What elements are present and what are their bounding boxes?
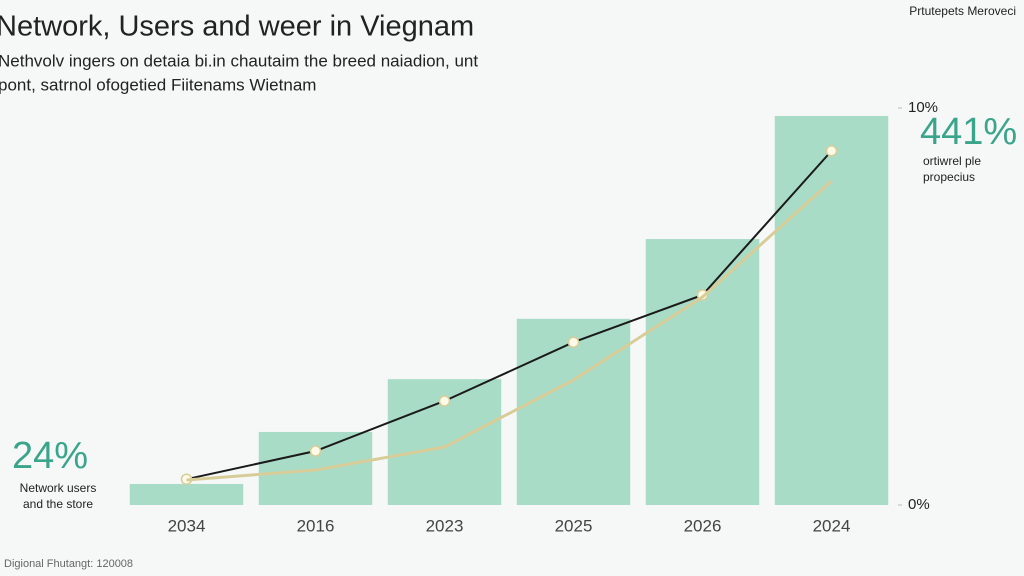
line [186, 179, 833, 482]
annotation-note: ortiwrel ple [923, 154, 981, 168]
annotation-note: and the store [23, 497, 93, 511]
x-tick-label: 2026 [684, 516, 722, 535]
subtitle: pont, satrnol ofogetied Fiitenams Wietna… [0, 75, 316, 94]
point [309, 445, 322, 457]
y-tick-label: 0% [908, 496, 930, 513]
point [825, 145, 838, 157]
annotation-note: propecius [923, 170, 975, 184]
chart-title: Network, Users and weer in Viegnam [0, 11, 474, 43]
annotation-note: Network users [20, 481, 97, 495]
bar [258, 431, 373, 505]
bar [774, 115, 889, 505]
annotation: 24% [12, 435, 88, 477]
point [567, 336, 580, 348]
x-tick-label: 2025 [555, 516, 593, 535]
x-tick-label: 2016 [297, 516, 335, 535]
y-tick-label: 10% [908, 99, 938, 116]
top-note: Prtutepets Meroveci [909, 4, 1016, 18]
line [186, 150, 833, 481]
bar [645, 239, 760, 505]
point [438, 395, 451, 407]
bar [516, 318, 631, 505]
subtitle: Nethvolv ingers on detaia bi.in chautaim… [0, 51, 478, 70]
annotation: 441% [920, 111, 1017, 153]
footer: Digional Fhutangt: 120008 [4, 558, 133, 570]
bar [129, 483, 244, 505]
x-tick-label: 2034 [168, 516, 206, 535]
x-tick-label: 2024 [813, 516, 851, 535]
x-tick-label: 2023 [426, 516, 464, 535]
